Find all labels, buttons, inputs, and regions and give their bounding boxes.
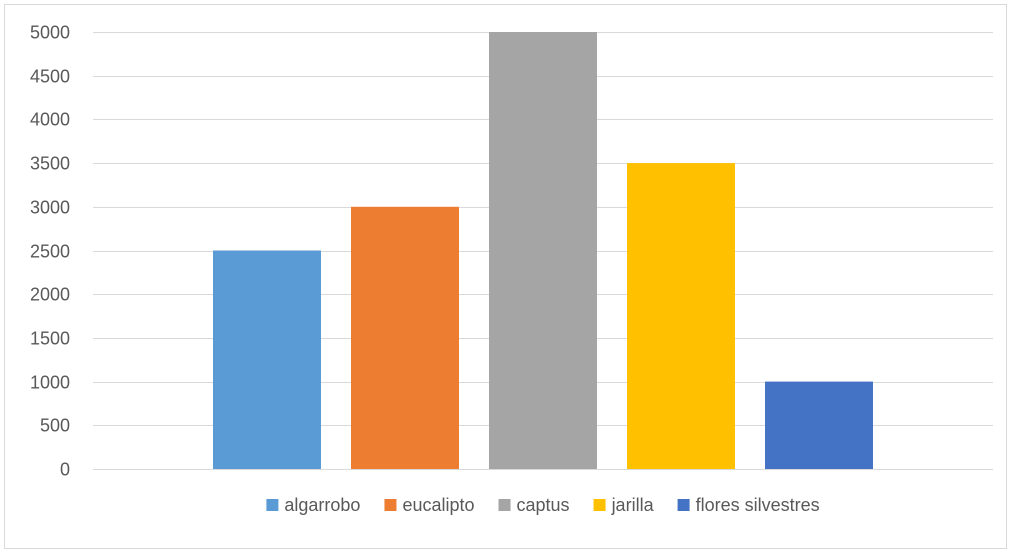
legend-label: captus bbox=[517, 495, 570, 515]
y-tick-label: 3000 bbox=[30, 198, 70, 218]
bar-algarrobo bbox=[213, 250, 321, 469]
y-tick-label: 1000 bbox=[30, 373, 70, 393]
legend-swatch bbox=[593, 499, 606, 511]
legend-label: jarilla bbox=[611, 495, 655, 515]
y-tick-label: 4500 bbox=[30, 67, 70, 87]
y-tick-label: 1500 bbox=[30, 329, 70, 349]
y-tick-label: 4000 bbox=[30, 110, 70, 130]
legend-swatch bbox=[266, 499, 279, 511]
bar-captus bbox=[489, 32, 597, 469]
y-tick-label: 2000 bbox=[30, 285, 70, 305]
legend-label: algarrobo bbox=[284, 495, 360, 515]
legend-label: flores silvestres bbox=[696, 495, 820, 515]
legend-item: jarilla bbox=[593, 495, 655, 515]
legend-swatch bbox=[677, 499, 690, 511]
y-axis-ticks: 0 500 1000 1500 2000 2500 3000 3500 4000 4500 5000 bbox=[30, 23, 70, 480]
legend-swatch bbox=[498, 499, 511, 511]
legend-item: algarrobo bbox=[266, 495, 360, 515]
legend-item: captus bbox=[498, 495, 570, 515]
y-tick-label: 0 bbox=[60, 460, 70, 480]
y-tick-label: 2500 bbox=[30, 242, 70, 262]
legend-item: flores silvestres bbox=[677, 495, 820, 515]
bar-eucalipto bbox=[351, 206, 459, 470]
bar-jarilla bbox=[627, 163, 735, 469]
y-tick-label: 500 bbox=[40, 416, 70, 436]
legend-label: eucalipto bbox=[402, 495, 474, 515]
bar-flores-silvestres bbox=[765, 381, 873, 469]
y-tick-label: 5000 bbox=[30, 23, 70, 43]
legend-item: eucalipto bbox=[384, 495, 475, 515]
y-tick-label: 3500 bbox=[30, 154, 70, 174]
legend: algarrobo eucalipto captus jarilla flores si… bbox=[266, 495, 820, 515]
bars bbox=[213, 32, 873, 470]
legend-swatch bbox=[384, 499, 397, 511]
